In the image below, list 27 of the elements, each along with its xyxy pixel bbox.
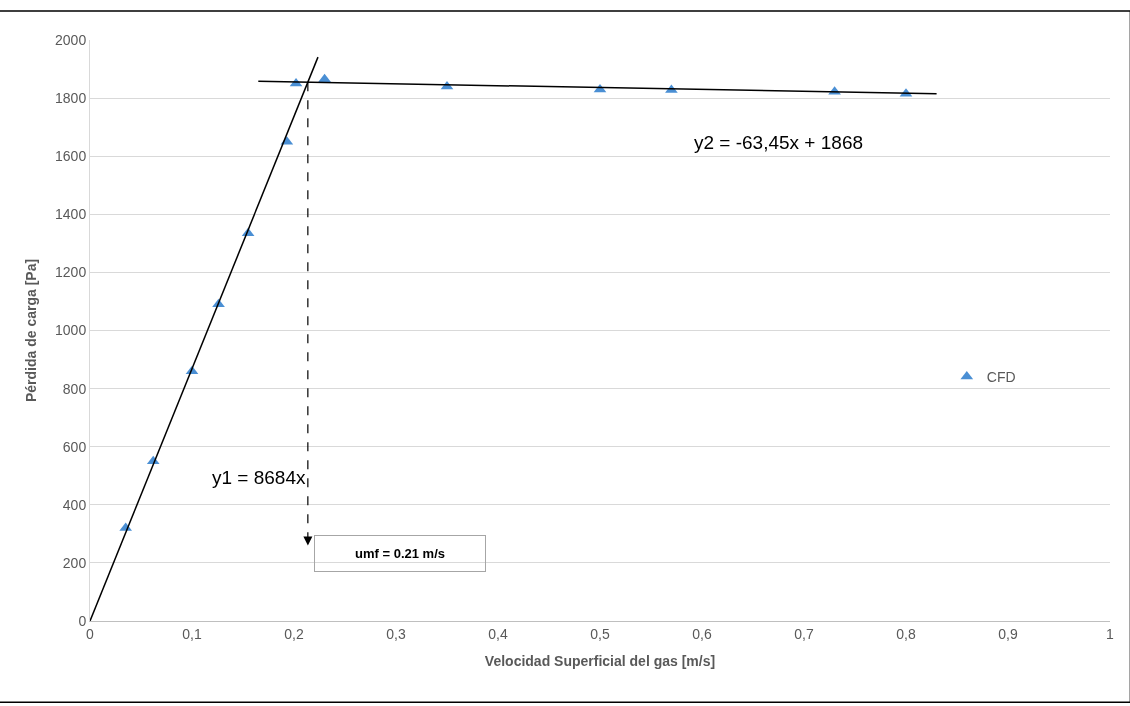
y-axis-title: Pérdida de carga [Pa] xyxy=(22,258,39,403)
x-tick-label: 1 xyxy=(1106,625,1115,642)
y-tick-label: 1200 xyxy=(55,264,87,281)
x-tick-label: 0,1 xyxy=(182,625,202,642)
y-tick-label: 0 xyxy=(78,612,87,629)
y-tick-label: 800 xyxy=(62,380,87,397)
y-tick-label: 1000 xyxy=(55,322,87,339)
annotation: y1 = 8684x xyxy=(212,467,306,488)
x-tick-label: 0,6 xyxy=(692,625,712,642)
annotation: umf = 0.21 m/s xyxy=(355,546,445,561)
x-tick-label: 0,4 xyxy=(488,625,508,642)
x-tick-label: 0,9 xyxy=(998,625,1018,642)
x-axis-title: Velocidad Superficial del gas [m/s] xyxy=(484,653,716,670)
x-tick-label: 0,3 xyxy=(386,625,406,642)
y-tick-label: 600 xyxy=(62,438,87,455)
x-tick-label: 0,2 xyxy=(284,625,304,642)
annotation: y2 = -63,45x + 1868 xyxy=(694,132,864,153)
x-tick-label: 0,8 xyxy=(896,625,916,642)
y-tick-label: 400 xyxy=(62,496,87,513)
y-tick-label: 1800 xyxy=(55,90,87,106)
x-tick-label: 0,7 xyxy=(794,625,814,642)
y-tick-label: 1600 xyxy=(55,148,87,165)
y-tick-label: 2000 xyxy=(55,31,87,48)
y-tick-label: 200 xyxy=(62,554,87,571)
legend-label: CFD xyxy=(986,369,1016,386)
y-tick-label: 1400 xyxy=(55,206,87,223)
x-tick-label: 0,5 xyxy=(590,625,610,642)
